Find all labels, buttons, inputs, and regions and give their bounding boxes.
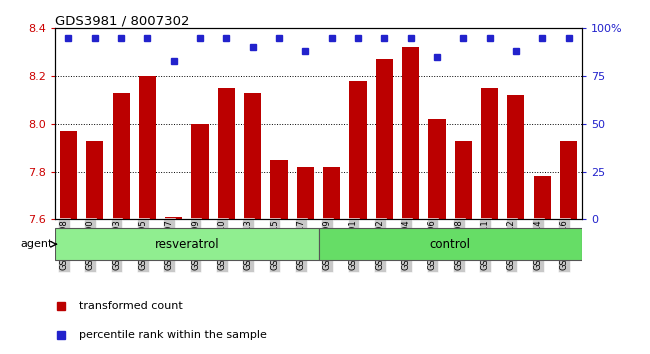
Bar [60,131,77,219]
Text: GSM801215: GSM801215 [270,220,279,270]
Bar [455,141,472,219]
Text: GSM801204: GSM801204 [402,220,411,270]
Bar [428,119,445,219]
Bar [534,176,551,219]
Text: GSM801198: GSM801198 [59,220,68,270]
Bar [270,160,287,219]
Bar [86,141,103,219]
Text: GSM801208: GSM801208 [454,220,463,270]
Bar [508,95,525,219]
Text: transformed count: transformed count [79,301,183,311]
Bar [376,59,393,219]
Text: GSM801206: GSM801206 [428,220,437,270]
Text: GSM801202: GSM801202 [375,220,384,270]
FancyBboxPatch shape [318,228,582,260]
Text: GSM801210: GSM801210 [217,220,226,270]
Bar [350,81,367,219]
Text: GSM801203: GSM801203 [112,220,121,270]
Text: GSM801214: GSM801214 [533,220,542,270]
Text: GSM801216: GSM801216 [560,220,569,270]
Text: control: control [430,238,471,251]
Text: GSM801212: GSM801212 [507,220,516,270]
Text: GSM801207: GSM801207 [164,220,174,270]
Text: resveratrol: resveratrol [155,238,219,251]
Bar [192,124,209,219]
FancyBboxPatch shape [55,228,318,260]
Text: agent: agent [20,239,53,249]
Bar [244,93,261,219]
Bar [297,167,314,219]
Bar [218,88,235,219]
Bar [323,167,340,219]
Text: GSM801217: GSM801217 [296,220,306,270]
Bar [560,141,577,219]
Text: GSM801199: GSM801199 [322,220,332,270]
Text: percentile rank within the sample: percentile rank within the sample [79,330,266,340]
Bar [165,217,182,219]
Bar [481,88,498,219]
Text: GSM801201: GSM801201 [349,220,358,270]
Bar [112,93,129,219]
Bar [402,47,419,219]
Text: GSM801200: GSM801200 [86,220,95,270]
Text: GSM801211: GSM801211 [480,220,489,270]
Bar [139,76,156,219]
Text: GSM801209: GSM801209 [191,220,200,270]
Text: GSM801205: GSM801205 [138,220,148,270]
Text: GSM801213: GSM801213 [244,220,253,270]
Text: GDS3981 / 8007302: GDS3981 / 8007302 [55,14,190,27]
